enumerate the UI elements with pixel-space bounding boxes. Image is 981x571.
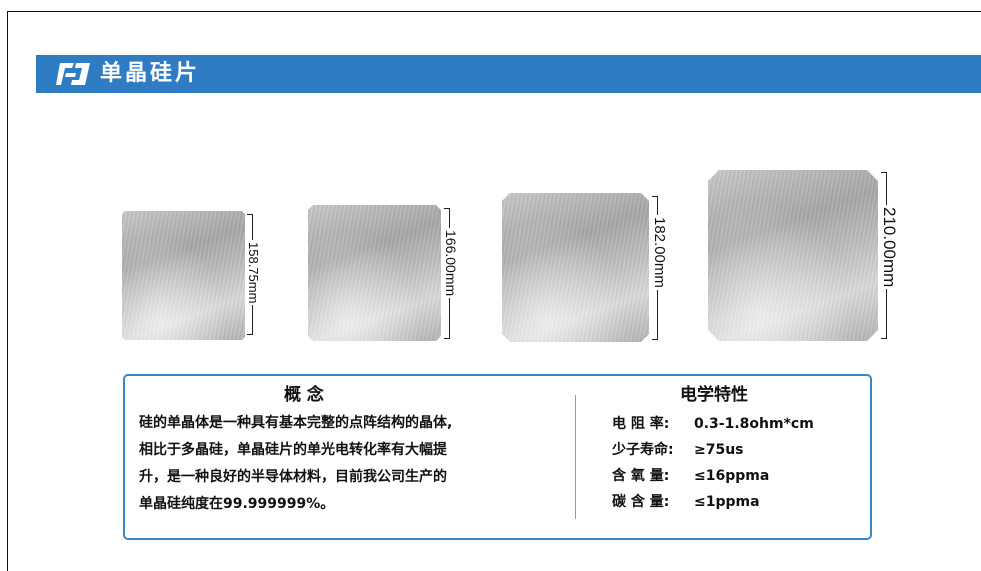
property-name: 含 氧 量: — [612, 468, 670, 484]
wafer-image-158 — [122, 211, 245, 340]
concept-line: 升，是一种良好的半导体材料，目前我公司生产的 — [139, 469, 447, 485]
page-title: 单晶硅片 — [100, 61, 201, 86]
property-row-lifetime: 少子寿命: ≥75us — [612, 437, 814, 463]
electrical-properties: 电 阻 率: 0.3-1.8ohm*cm 少子寿命: ≥75us 含 氧 量: ≤16… — [612, 411, 814, 515]
wafer-size-label-210: 210.00mm — [879, 205, 899, 290]
property-value: ≤1ppma — [694, 494, 760, 510]
concept-heading: 概 念 — [284, 385, 324, 405]
wafer-size-label-182: 182.00mm — [651, 215, 668, 290]
title-banner — [36, 55, 981, 93]
info-divider — [575, 395, 576, 519]
concept-line: 单晶硅纯度在99.999999%。 — [139, 496, 335, 512]
concept-description: 硅的单晶体是一种具有基本完整的点阵结构的晶体, 相比于多晶硅，单晶硅片的单光电转… — [139, 410, 559, 518]
property-row-resistivity: 电 阻 率: 0.3-1.8ohm*cm — [612, 411, 814, 437]
brand-logo-icon — [56, 63, 90, 85]
wafer-image-210 — [708, 170, 878, 341]
page-frame — [7, 11, 981, 571]
wafer-size-label-158: 158.75mm — [246, 240, 261, 306]
concept-line: 硅的单晶体是一种具有基本完整的点阵结构的晶体, — [139, 415, 453, 431]
property-row-oxygen: 含 氧 量: ≤16ppma — [612, 463, 814, 489]
wafer-size-label-166: 166.00mm — [443, 228, 459, 299]
property-row-carbon: 碳 含 量: ≤1ppma — [612, 489, 814, 515]
info-panel — [123, 374, 872, 540]
concept-line: 相比于多晶硅，单晶硅片的单光电转化率有大幅提 — [139, 442, 447, 458]
property-value: ≥75us — [694, 442, 744, 458]
electrical-heading: 电学特性 — [680, 385, 748, 405]
property-name: 电 阻 率: — [612, 416, 670, 432]
wafer-image-166 — [308, 205, 441, 341]
property-name: 碳 含 量: — [612, 494, 670, 510]
property-name: 少子寿命: — [612, 442, 674, 458]
property-value: ≤16ppma — [694, 468, 770, 484]
wafer-image-182 — [502, 193, 649, 342]
property-value: 0.3-1.8ohm*cm — [694, 416, 814, 432]
